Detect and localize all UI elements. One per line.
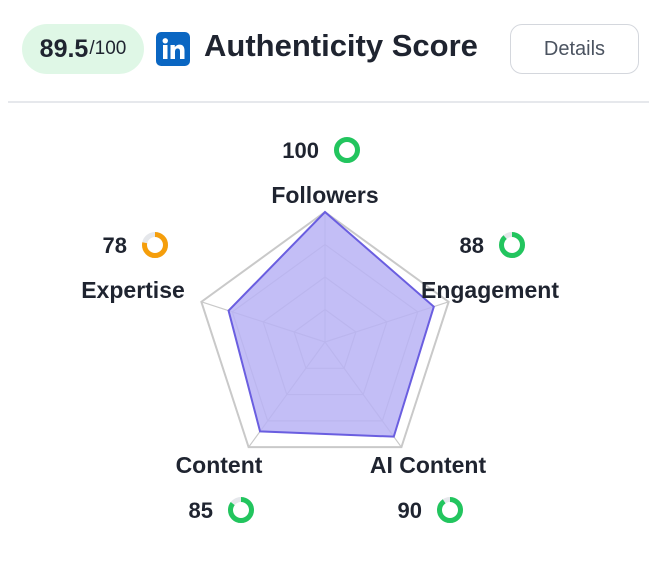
- score-ring-icon-followers: [334, 137, 360, 163]
- axis-value-ai-content: 90: [398, 498, 422, 523]
- axis-value-expertise: 78: [103, 233, 127, 258]
- header: 89.5 /100 Authenticity Score Details: [0, 0, 667, 100]
- linkedin-icon: [156, 32, 190, 66]
- axis-value-engagement: 88: [460, 233, 484, 258]
- radar-data-area: [227, 210, 435, 438]
- score-value: 89.5: [39, 34, 89, 63]
- score-ring-progress: [499, 232, 525, 258]
- details-button[interactable]: Details: [510, 24, 639, 74]
- axis-label-content: Content: [176, 452, 263, 478]
- score-badge: 89.5 /100: [22, 24, 144, 74]
- score-ring-progress: [334, 137, 360, 163]
- header-divider: [8, 101, 649, 103]
- axis-label-expertise: Expertise: [81, 277, 185, 303]
- score-ring-icon-engagement: [499, 232, 525, 258]
- axis-value-followers: 100: [282, 138, 319, 163]
- page-title: Authenticity Score: [204, 28, 478, 63]
- score-ring-icon-ai-content: [437, 497, 463, 523]
- radar-labels: Followers 100 Engagement 88 AI Content 90 Cont…: [81, 137, 559, 523]
- score-ring-icon-content: [228, 497, 254, 523]
- axis-label-ai-content: AI Content: [370, 452, 487, 478]
- axis-label-followers: Followers: [271, 182, 378, 208]
- score-max: /100: [89, 38, 127, 59]
- score-ring-progress: [142, 232, 168, 258]
- axis-label-engagement: Engagement: [421, 277, 559, 303]
- score-ring-progress: [228, 497, 254, 523]
- score-ring-icon-expertise: [142, 232, 168, 258]
- axis-value-content: 85: [189, 498, 213, 523]
- score-ring-progress: [437, 497, 463, 523]
